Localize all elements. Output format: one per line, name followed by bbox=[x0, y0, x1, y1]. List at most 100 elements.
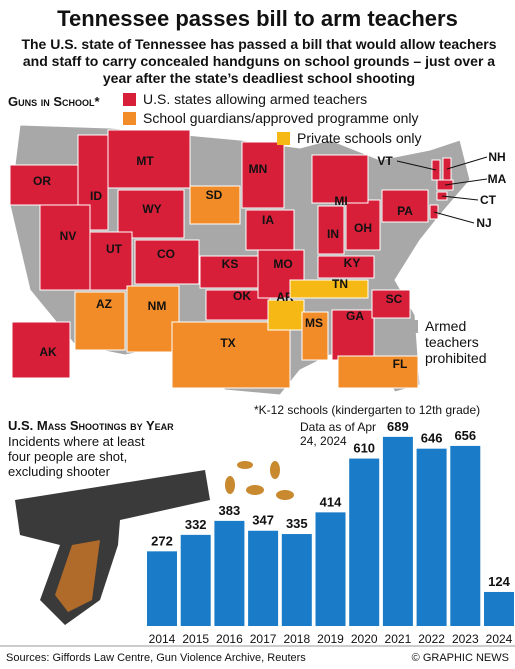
title: Tennessee passes bill to arm teachers bbox=[57, 6, 458, 31]
state bbox=[134, 239, 200, 285]
x-tick-label: 2024 bbox=[486, 632, 513, 646]
bar bbox=[416, 448, 447, 626]
bar bbox=[315, 512, 346, 626]
state-label: WY bbox=[142, 202, 161, 216]
state-label: CO bbox=[157, 247, 175, 261]
bar bbox=[484, 591, 514, 626]
state-label: OH bbox=[354, 221, 372, 235]
state bbox=[289, 279, 369, 299]
state-label: MA bbox=[488, 172, 507, 186]
state bbox=[11, 321, 71, 379]
x-tick-label: 2016 bbox=[216, 632, 243, 646]
state bbox=[9, 164, 79, 206]
legend-label: School guardians/approved programme only bbox=[143, 110, 419, 126]
value-label: 656 bbox=[454, 428, 476, 443]
state bbox=[107, 129, 191, 189]
value-label: 124 bbox=[488, 574, 510, 589]
bar bbox=[147, 551, 177, 626]
state bbox=[74, 291, 126, 351]
state-label: MO bbox=[273, 257, 292, 271]
legend-swatch bbox=[123, 112, 136, 125]
leader-line bbox=[396, 160, 437, 171]
state bbox=[117, 189, 185, 239]
state-label: IN bbox=[327, 227, 339, 241]
state-label: AZ bbox=[96, 297, 112, 311]
bar bbox=[180, 534, 211, 626]
bar bbox=[214, 520, 245, 626]
state-label: SC bbox=[386, 292, 403, 306]
state-label: NM bbox=[148, 299, 167, 313]
state-label: AK bbox=[39, 345, 57, 359]
state-label: NJ bbox=[476, 216, 491, 230]
state bbox=[381, 189, 429, 223]
state-label: IA bbox=[262, 213, 274, 227]
state bbox=[199, 255, 261, 289]
bar bbox=[281, 534, 312, 626]
value-label: 383 bbox=[219, 503, 241, 518]
state bbox=[267, 299, 305, 331]
value-label: 610 bbox=[353, 441, 375, 456]
bar bbox=[382, 436, 413, 626]
state bbox=[89, 231, 133, 291]
legend-swatch bbox=[277, 132, 290, 145]
leader-line bbox=[444, 178, 488, 186]
state bbox=[189, 185, 241, 225]
legend-swatch bbox=[123, 93, 136, 106]
credit: © GRAPHIC NEWS bbox=[411, 652, 509, 664]
value-label: 646 bbox=[421, 431, 443, 446]
state-label: PA bbox=[397, 204, 413, 218]
state-label: MN bbox=[249, 162, 268, 176]
x-tick-label: 2014 bbox=[149, 632, 176, 646]
state-label: TX bbox=[220, 336, 235, 350]
state-label: CT bbox=[480, 193, 497, 207]
state-label: KY bbox=[344, 256, 361, 270]
leader-line bbox=[446, 156, 488, 170]
legend-swatch bbox=[405, 320, 418, 333]
chart-title: U.S. Mass Shootings by Year bbox=[8, 418, 174, 433]
chart-subtitle: Incidents where at least four people are… bbox=[8, 434, 145, 479]
value-label: 272 bbox=[151, 533, 173, 548]
state-label: GA bbox=[346, 309, 364, 323]
state bbox=[39, 204, 91, 291]
state-label: NV bbox=[60, 229, 77, 243]
state bbox=[301, 311, 329, 361]
value-label: 689 bbox=[387, 419, 409, 434]
state-label: TN bbox=[332, 277, 348, 291]
state-label: FL bbox=[393, 357, 408, 371]
state-label: OR bbox=[33, 174, 51, 188]
state-label: MT bbox=[136, 154, 154, 168]
state bbox=[337, 355, 419, 389]
state bbox=[126, 285, 180, 353]
legend-label: U.S. states allowing armed teachers bbox=[143, 91, 368, 107]
subtitle: The U.S. state of Tennessee has passed a… bbox=[21, 36, 497, 86]
state bbox=[171, 321, 291, 389]
state-label: VT bbox=[377, 154, 393, 168]
state-label: NH bbox=[488, 150, 505, 164]
state bbox=[317, 255, 375, 279]
bar bbox=[248, 530, 279, 626]
legend-label: Private schools only bbox=[297, 130, 422, 146]
state-label: MS bbox=[305, 316, 323, 330]
footnote: *K-12 schools (kindergarten to 12th grad… bbox=[254, 403, 481, 417]
leader-line bbox=[441, 195, 479, 201]
leader-line bbox=[433, 211, 475, 224]
state bbox=[311, 154, 369, 204]
x-tick-label: 2018 bbox=[283, 632, 310, 646]
value-label: 332 bbox=[185, 517, 207, 532]
state bbox=[245, 209, 295, 251]
x-tick-label: 2020 bbox=[351, 632, 378, 646]
value-label: 335 bbox=[286, 516, 308, 531]
value-label: 414 bbox=[320, 494, 342, 509]
bar bbox=[349, 458, 380, 626]
x-tick-label: 2022 bbox=[418, 632, 445, 646]
state bbox=[317, 205, 345, 255]
x-tick-label: 2015 bbox=[182, 632, 209, 646]
state-label: ID bbox=[90, 189, 102, 203]
value-label: 347 bbox=[252, 513, 274, 528]
x-tick-label: 2023 bbox=[452, 632, 479, 646]
state-label: KS bbox=[222, 257, 239, 271]
state bbox=[345, 199, 381, 251]
